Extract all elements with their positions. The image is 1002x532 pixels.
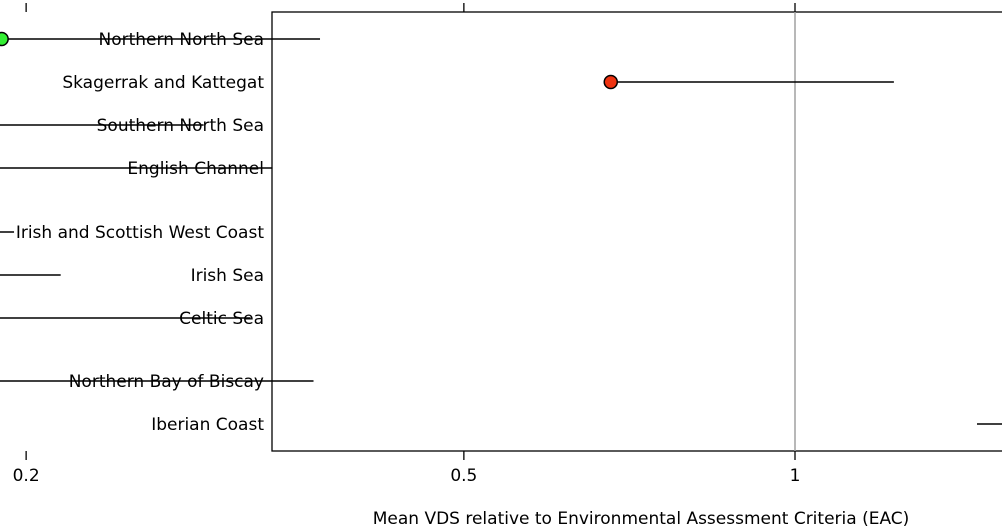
region-label: Northern North Sea bbox=[99, 30, 265, 50]
region-row: Southern North Sea bbox=[0, 116, 264, 136]
region-row: Irish and Scottish West Coast bbox=[0, 223, 264, 243]
mean-point bbox=[603, 74, 619, 90]
region-rows: Northern North Sea Skagerrak and Kattegat… bbox=[0, 30, 1002, 435]
region-row: Northern Bay of Biscay bbox=[0, 372, 314, 392]
x-axis-tick-labels: 0.2 0.5 1 bbox=[13, 466, 801, 486]
region-row: Celtic Sea bbox=[0, 309, 264, 329]
region-row: Skagerrak and Kattegat bbox=[62, 73, 894, 93]
region-row: Irish Sea bbox=[0, 266, 264, 286]
region-label: Iberian Coast bbox=[151, 415, 264, 435]
region-label: Skagerrak and Kattegat bbox=[62, 73, 264, 93]
x-axis-title: Mean VDS relative to Environmental Asses… bbox=[373, 509, 910, 529]
region-label: Irish Sea bbox=[191, 266, 264, 286]
x-axis-ticks bbox=[25, 3, 796, 460]
region-row: Northern North Sea bbox=[0, 30, 321, 50]
region-row: Iberian Coast bbox=[151, 415, 1002, 435]
mean-point bbox=[0, 31, 9, 47]
x-tick-label: 0.5 bbox=[450, 466, 477, 486]
region-label: Southern North Sea bbox=[97, 116, 264, 136]
x-tick-label: 0.2 bbox=[13, 466, 40, 486]
region-label: Irish and Scottish West Coast bbox=[16, 223, 265, 243]
region-row: English Channel bbox=[0, 159, 273, 179]
region-label: Celtic Sea bbox=[179, 309, 264, 329]
region-label: Northern Bay of Biscay bbox=[69, 372, 264, 392]
x-tick-label: 1 bbox=[790, 466, 801, 486]
region-label: English Channel bbox=[127, 159, 264, 179]
plot-frame bbox=[271, 11, 1002, 452]
